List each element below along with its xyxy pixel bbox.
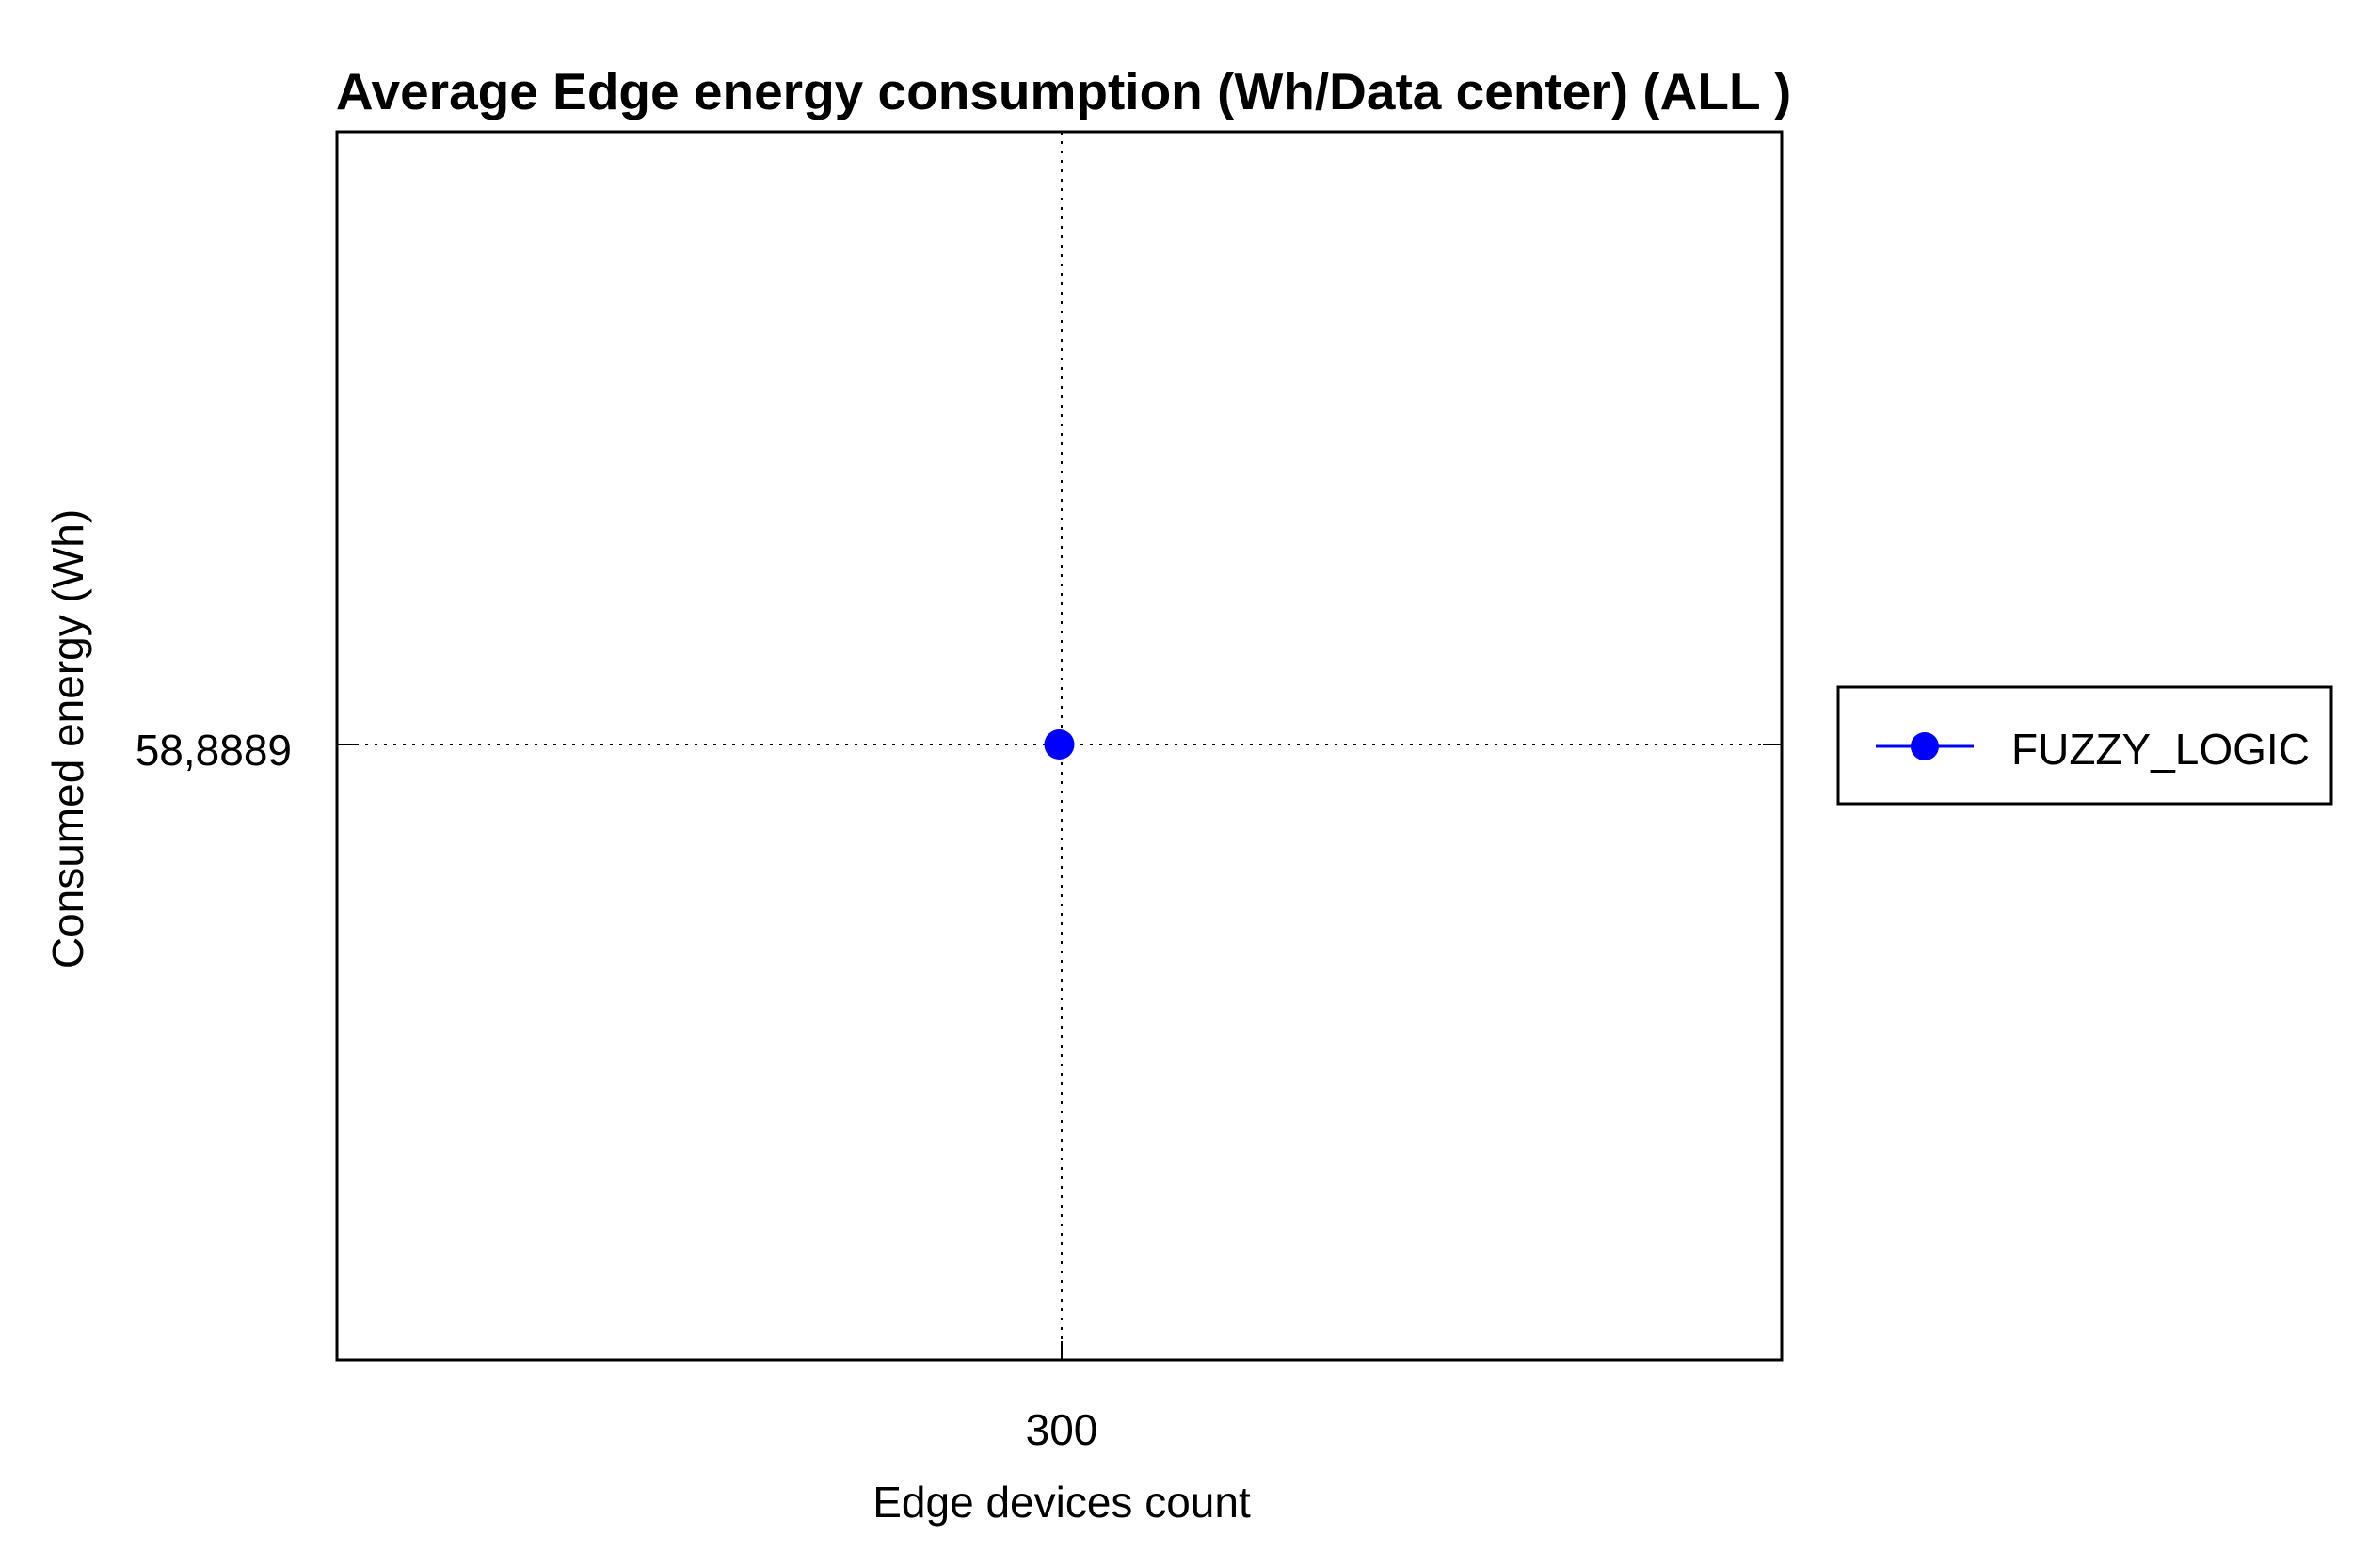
legend-label-fuzzy-logic: FUZZY_LOGIC xyxy=(2011,725,2310,774)
x-axis-label: Edge devices count xyxy=(872,1478,1251,1527)
series-layer xyxy=(1044,729,1075,760)
x-tick-label: 300 xyxy=(1026,1405,1098,1454)
legend-marker-swatch xyxy=(1911,732,1939,760)
data-point xyxy=(1044,729,1075,760)
chart-title: Average Edge energy consumption (Wh/Data… xyxy=(336,62,1791,120)
y-tick-label: 58,8889 xyxy=(136,726,292,775)
plot-frame xyxy=(335,130,1784,1362)
y-axis-label: Consumed energy (Wh) xyxy=(43,509,92,968)
legend: FUZZY_LOGIC xyxy=(1836,685,2333,806)
